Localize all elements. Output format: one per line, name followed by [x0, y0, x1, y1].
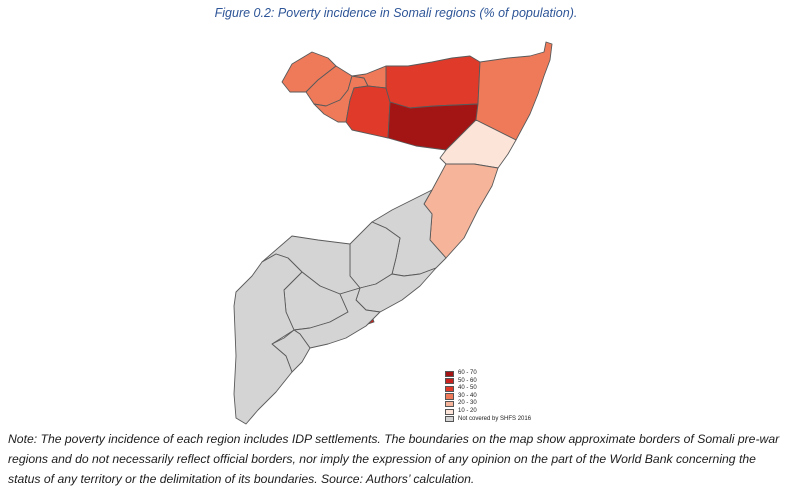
legend-swatch — [445, 401, 454, 408]
legend-swatch — [445, 378, 454, 385]
figure-caption: Figure 0.2: Poverty incidence in Somali … — [214, 6, 578, 20]
legend-swatch — [445, 416, 454, 423]
legend-item: Not covered by SHFS 2016 — [445, 416, 531, 424]
legend-label: 40 - 50 — [458, 385, 477, 392]
legend-label: 30 - 40 — [458, 392, 477, 399]
region-lower-juba — [233, 253, 303, 425]
legend-label: 50 - 60 — [458, 377, 477, 384]
legend-swatch — [445, 408, 454, 415]
legend-label: 20 - 30 — [458, 400, 477, 407]
region-sool — [345, 85, 391, 139]
legend-item: 10 - 20 — [445, 408, 531, 416]
legend-label: 10 - 20 — [458, 407, 477, 414]
region-lower-shabelle — [293, 287, 381, 349]
legend-item: 20 - 30 — [445, 400, 531, 408]
region-sanaag — [385, 55, 481, 109]
legend-label: 60 - 70 — [458, 370, 477, 376]
legend-swatch — [445, 370, 454, 377]
map-legend: 60 - 70 50 - 60 40 - 50 30 - 40 20 - 30 … — [445, 370, 531, 423]
legend-item: 60 - 70 — [445, 370, 531, 378]
figure-note: Note: The poverty incidence of each regi… — [8, 432, 780, 486]
legend-item: 50 - 60 — [445, 378, 531, 386]
region-galgaduud — [423, 163, 499, 259]
legend-item: 30 - 40 — [445, 393, 531, 401]
legend-swatch — [445, 393, 454, 400]
legend-swatch — [445, 385, 454, 393]
legend-label: Not covered by SHFS 2016 — [458, 415, 532, 422]
somalia-poverty-map — [233, 41, 553, 425]
legend-item: 40 - 50 — [445, 385, 531, 393]
